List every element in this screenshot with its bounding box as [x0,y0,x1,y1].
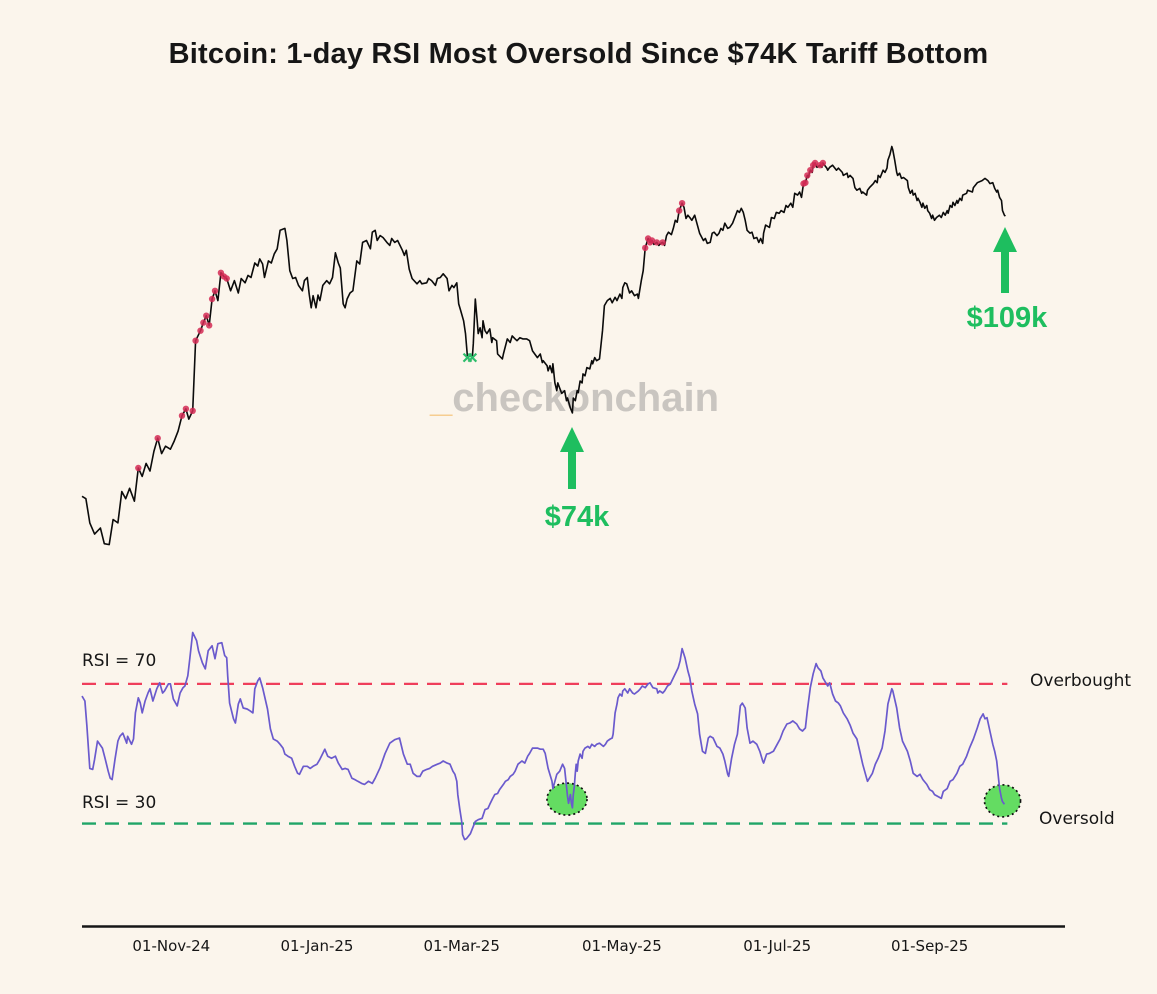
overbought-dot [192,337,199,344]
overbought-dot [659,239,666,246]
x-tick-label: 01-Jul-25 [743,937,811,955]
overbought-dot [197,327,204,334]
rsi-70-label: RSI = 70 [82,651,157,671]
overbought-dot [208,295,216,303]
overbought-dot [811,159,819,167]
chart-title: Bitcoin: 1-day RSI Most Oversold Since $… [168,38,989,70]
annotation-74k-label: $74k [544,501,610,533]
overbought-dot [223,275,230,282]
x-tick-label: 01-Mar-25 [424,937,500,955]
overbought-dot [653,239,660,246]
watermark-text: checkonchain [452,376,720,420]
x-tick-label: 01-May-25 [582,937,662,955]
up-arrow-109k-shaft [1001,249,1009,293]
oversold-highlight-circle [546,782,588,816]
price-line [81,145,1006,546]
overbought-dot [182,405,190,412]
overbought-dot [642,244,649,252]
overbought-dot [154,435,161,442]
overbought-dot [203,312,210,319]
rsi-line [81,631,1006,841]
overbought-dot [819,159,827,167]
overbought-dot [135,464,142,472]
up-arrow-74k-shaft [568,449,576,489]
rsi-30-label: RSI = 30 [82,793,157,813]
oversold-label: Oversold [1039,809,1115,829]
overbought-dot [189,407,196,414]
watermark: _checkonchain [430,378,719,418]
overbought-dot [178,412,186,419]
overbought-dot [807,167,814,174]
watermark-underscore: _ [430,376,453,420]
x-tick-label: 01-Nov-24 [132,937,210,955]
up-arrow-74k-icon [560,427,584,452]
overbought-dot [200,319,207,326]
x-tick-label: 01-Jan-25 [281,937,354,955]
oversold-x-marker [467,352,478,363]
annotation-109k-label: $109k [966,302,1048,334]
overbought-dot [206,322,213,329]
overbought-dot [804,172,811,179]
overbought-dot [678,200,686,207]
overbought-label: Overbought [1030,671,1132,691]
overbought-dot [676,207,683,214]
up-arrow-109k-icon [993,227,1017,252]
overbought-dot [802,179,809,186]
overbought-dot [211,287,219,294]
overbought-dot [648,237,656,244]
x-tick-label: 01-Sep-25 [891,937,968,955]
